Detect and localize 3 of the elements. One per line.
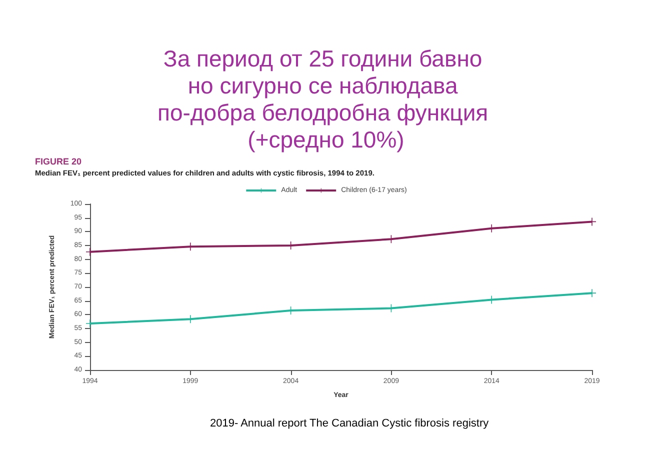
caption: FIGURE 20 <box>35 156 82 166</box>
text: 2019- Annual report The Canadian Cystic fibrosis registry <box>210 418 490 430</box>
chart-title: За период от 25 години бавно но сигурно се наблюдава по-добра белодробна функция (+средно 10%) <box>157 46 495 152</box>
